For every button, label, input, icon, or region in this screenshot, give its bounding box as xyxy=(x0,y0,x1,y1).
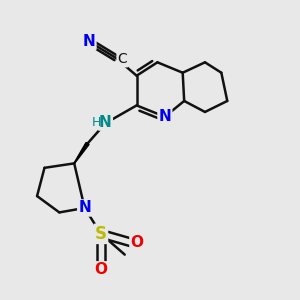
Text: O: O xyxy=(94,262,107,277)
Text: H: H xyxy=(92,116,101,129)
Text: S: S xyxy=(95,225,107,243)
Text: N: N xyxy=(78,200,91,215)
Text: N: N xyxy=(158,109,171,124)
Text: O: O xyxy=(130,235,143,250)
Text: N: N xyxy=(99,115,112,130)
Text: C: C xyxy=(118,52,127,66)
Polygon shape xyxy=(74,142,89,164)
Text: N: N xyxy=(83,34,95,49)
